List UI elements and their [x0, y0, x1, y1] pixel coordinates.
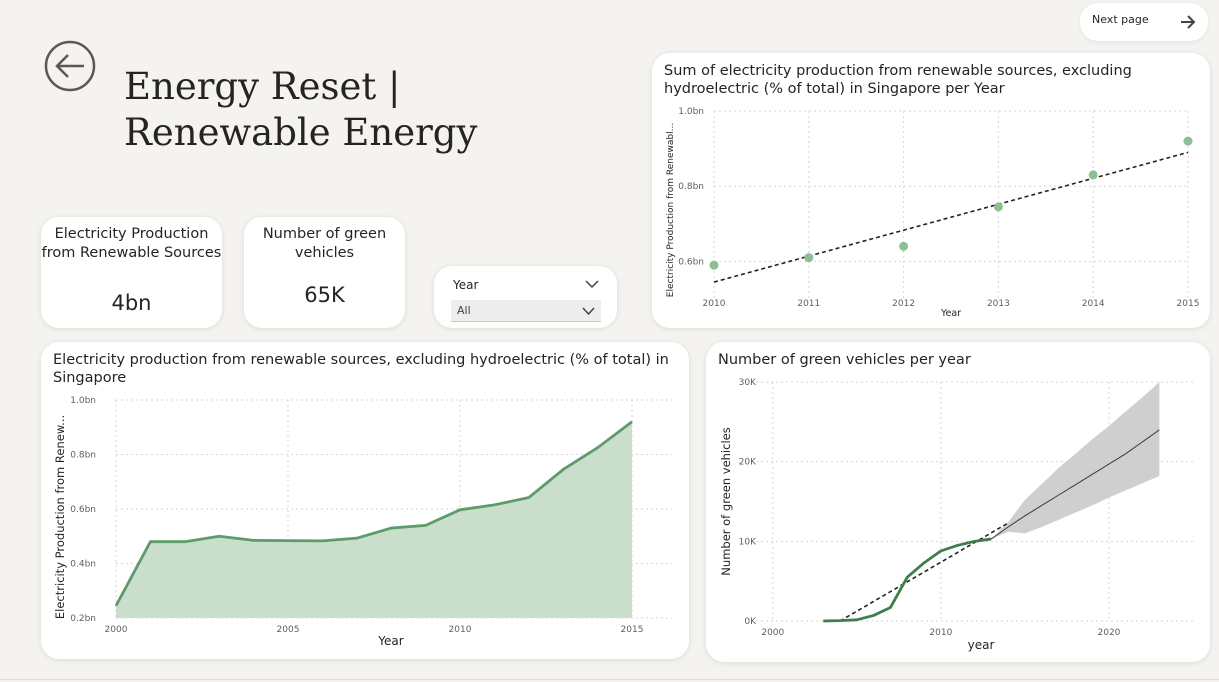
x-tick-label: 2010	[449, 625, 472, 635]
data-point	[899, 241, 909, 251]
x-axis-label: year	[968, 638, 995, 652]
x-tick-label: 2000	[761, 628, 784, 638]
x-tick-label: 2015	[621, 625, 644, 635]
x-tick-label: 2000	[105, 625, 128, 635]
chart-title: Number of green vehicles per year	[718, 352, 971, 368]
x-axis-label: Year	[940, 308, 961, 319]
next-page-label: Next page	[1092, 13, 1149, 26]
year-slicer: Year All	[434, 266, 617, 328]
forecast-chart-card: Number of green vehicles per year 30K 20K…	[706, 342, 1210, 662]
x-tick-label: 2012	[892, 299, 915, 309]
y-tick-label: 1.0bn	[678, 107, 704, 117]
trend-line	[713, 151, 1189, 283]
chart-title: Electricity production from renewable so…	[53, 352, 669, 386]
x-axis-label: Year	[377, 634, 403, 648]
y-axis-label: Number of green vehicles	[719, 427, 733, 575]
circle-arrow-left-icon	[44, 40, 96, 92]
year-dropdown-value: All	[457, 304, 471, 317]
area-fill	[116, 421, 632, 618]
y-tick-label: 10K	[739, 537, 757, 547]
area-chart: 1.0bn 0.8bn 0.6bn 0.4bn 0.2bn 2000 2005 2010 201…	[53, 396, 672, 648]
y-tick-label: 0.4bn	[70, 560, 96, 570]
area-chart-card: Electricity production from renewable so…	[41, 342, 689, 659]
kpi-value: 65K	[304, 283, 345, 307]
back-button[interactable]	[44, 40, 96, 92]
y-tick-label: 30K	[739, 378, 757, 388]
kpi-title: Number of green vehicles	[262, 226, 387, 261]
x-tick-label: 2014	[1082, 299, 1105, 309]
y-axis-label: Electricity Production from Renewabl...	[666, 123, 676, 297]
kpi-card-electricity: Electricity Production from Renewable So…	[41, 217, 222, 328]
y-tick-label: 0K	[744, 617, 757, 627]
kpi-card-green-vehicles: Number of green vehicles 65K	[244, 217, 405, 328]
series-line	[114, 420, 633, 607]
kpi-title: Electricity Production from Renewable So…	[41, 226, 222, 261]
y-tick-label: 1.0bn	[70, 396, 96, 406]
page-title-line1: Energy Reset |	[124, 65, 401, 108]
data-point	[709, 260, 719, 270]
chevron-down-icon[interactable]	[585, 280, 599, 289]
x-tick-label: 2013	[987, 299, 1010, 309]
x-tick-label: 2005	[277, 625, 300, 635]
data-point	[1088, 170, 1098, 180]
arrow-right-icon	[1181, 15, 1196, 29]
y-tick-label: 0.8bn	[70, 451, 96, 461]
chart-title: Sum of electricity production from renew…	[664, 63, 1132, 97]
y-axis-label: Electricity Production from Renew...	[53, 415, 67, 619]
x-tick-label: 2010	[929, 628, 952, 638]
scatter-chart-card: Sum of electricity production from renew…	[652, 53, 1210, 328]
forecast-line-chart: 30K 20K 10K 0K 2000 2010 2020 year Number of gre…	[719, 378, 1193, 652]
year-dropdown[interactable]: All	[451, 300, 601, 322]
chevron-down-icon	[582, 307, 595, 316]
scatter-chart: 1.0bn 0.8bn 0.6bn 2010 2011 2012 2013 2014 2015 Y…	[666, 107, 1200, 319]
series-line	[823, 537, 992, 623]
slicer-label: Year	[453, 278, 479, 292]
y-tick-label: 0.2bn	[70, 614, 96, 624]
next-page-button[interactable]: Next page	[1080, 3, 1208, 41]
trend-line	[839, 522, 1009, 622]
y-tick-label: 0.8bn	[678, 182, 704, 192]
y-tick-label: 20K	[739, 458, 757, 468]
x-tick-label: 2015	[1177, 299, 1200, 309]
page-bottom-divider	[0, 679, 1219, 680]
page-title: Energy Reset | Renewable Energy	[124, 64, 484, 156]
kpi-value: 4bn	[111, 291, 152, 315]
forecast-confidence-band	[991, 382, 1160, 539]
x-tick-label: 2011	[797, 299, 820, 309]
y-tick-label: 0.6bn	[70, 505, 96, 515]
data-point	[1183, 136, 1193, 146]
x-tick-label: 2020	[1098, 628, 1121, 638]
forecast-line	[991, 429, 1160, 540]
data-point	[804, 253, 814, 263]
data-point	[993, 202, 1003, 212]
page-title-line2: Renewable Energy	[124, 111, 478, 154]
x-tick-label: 2010	[703, 299, 726, 309]
y-tick-label: 0.6bn	[678, 257, 704, 267]
